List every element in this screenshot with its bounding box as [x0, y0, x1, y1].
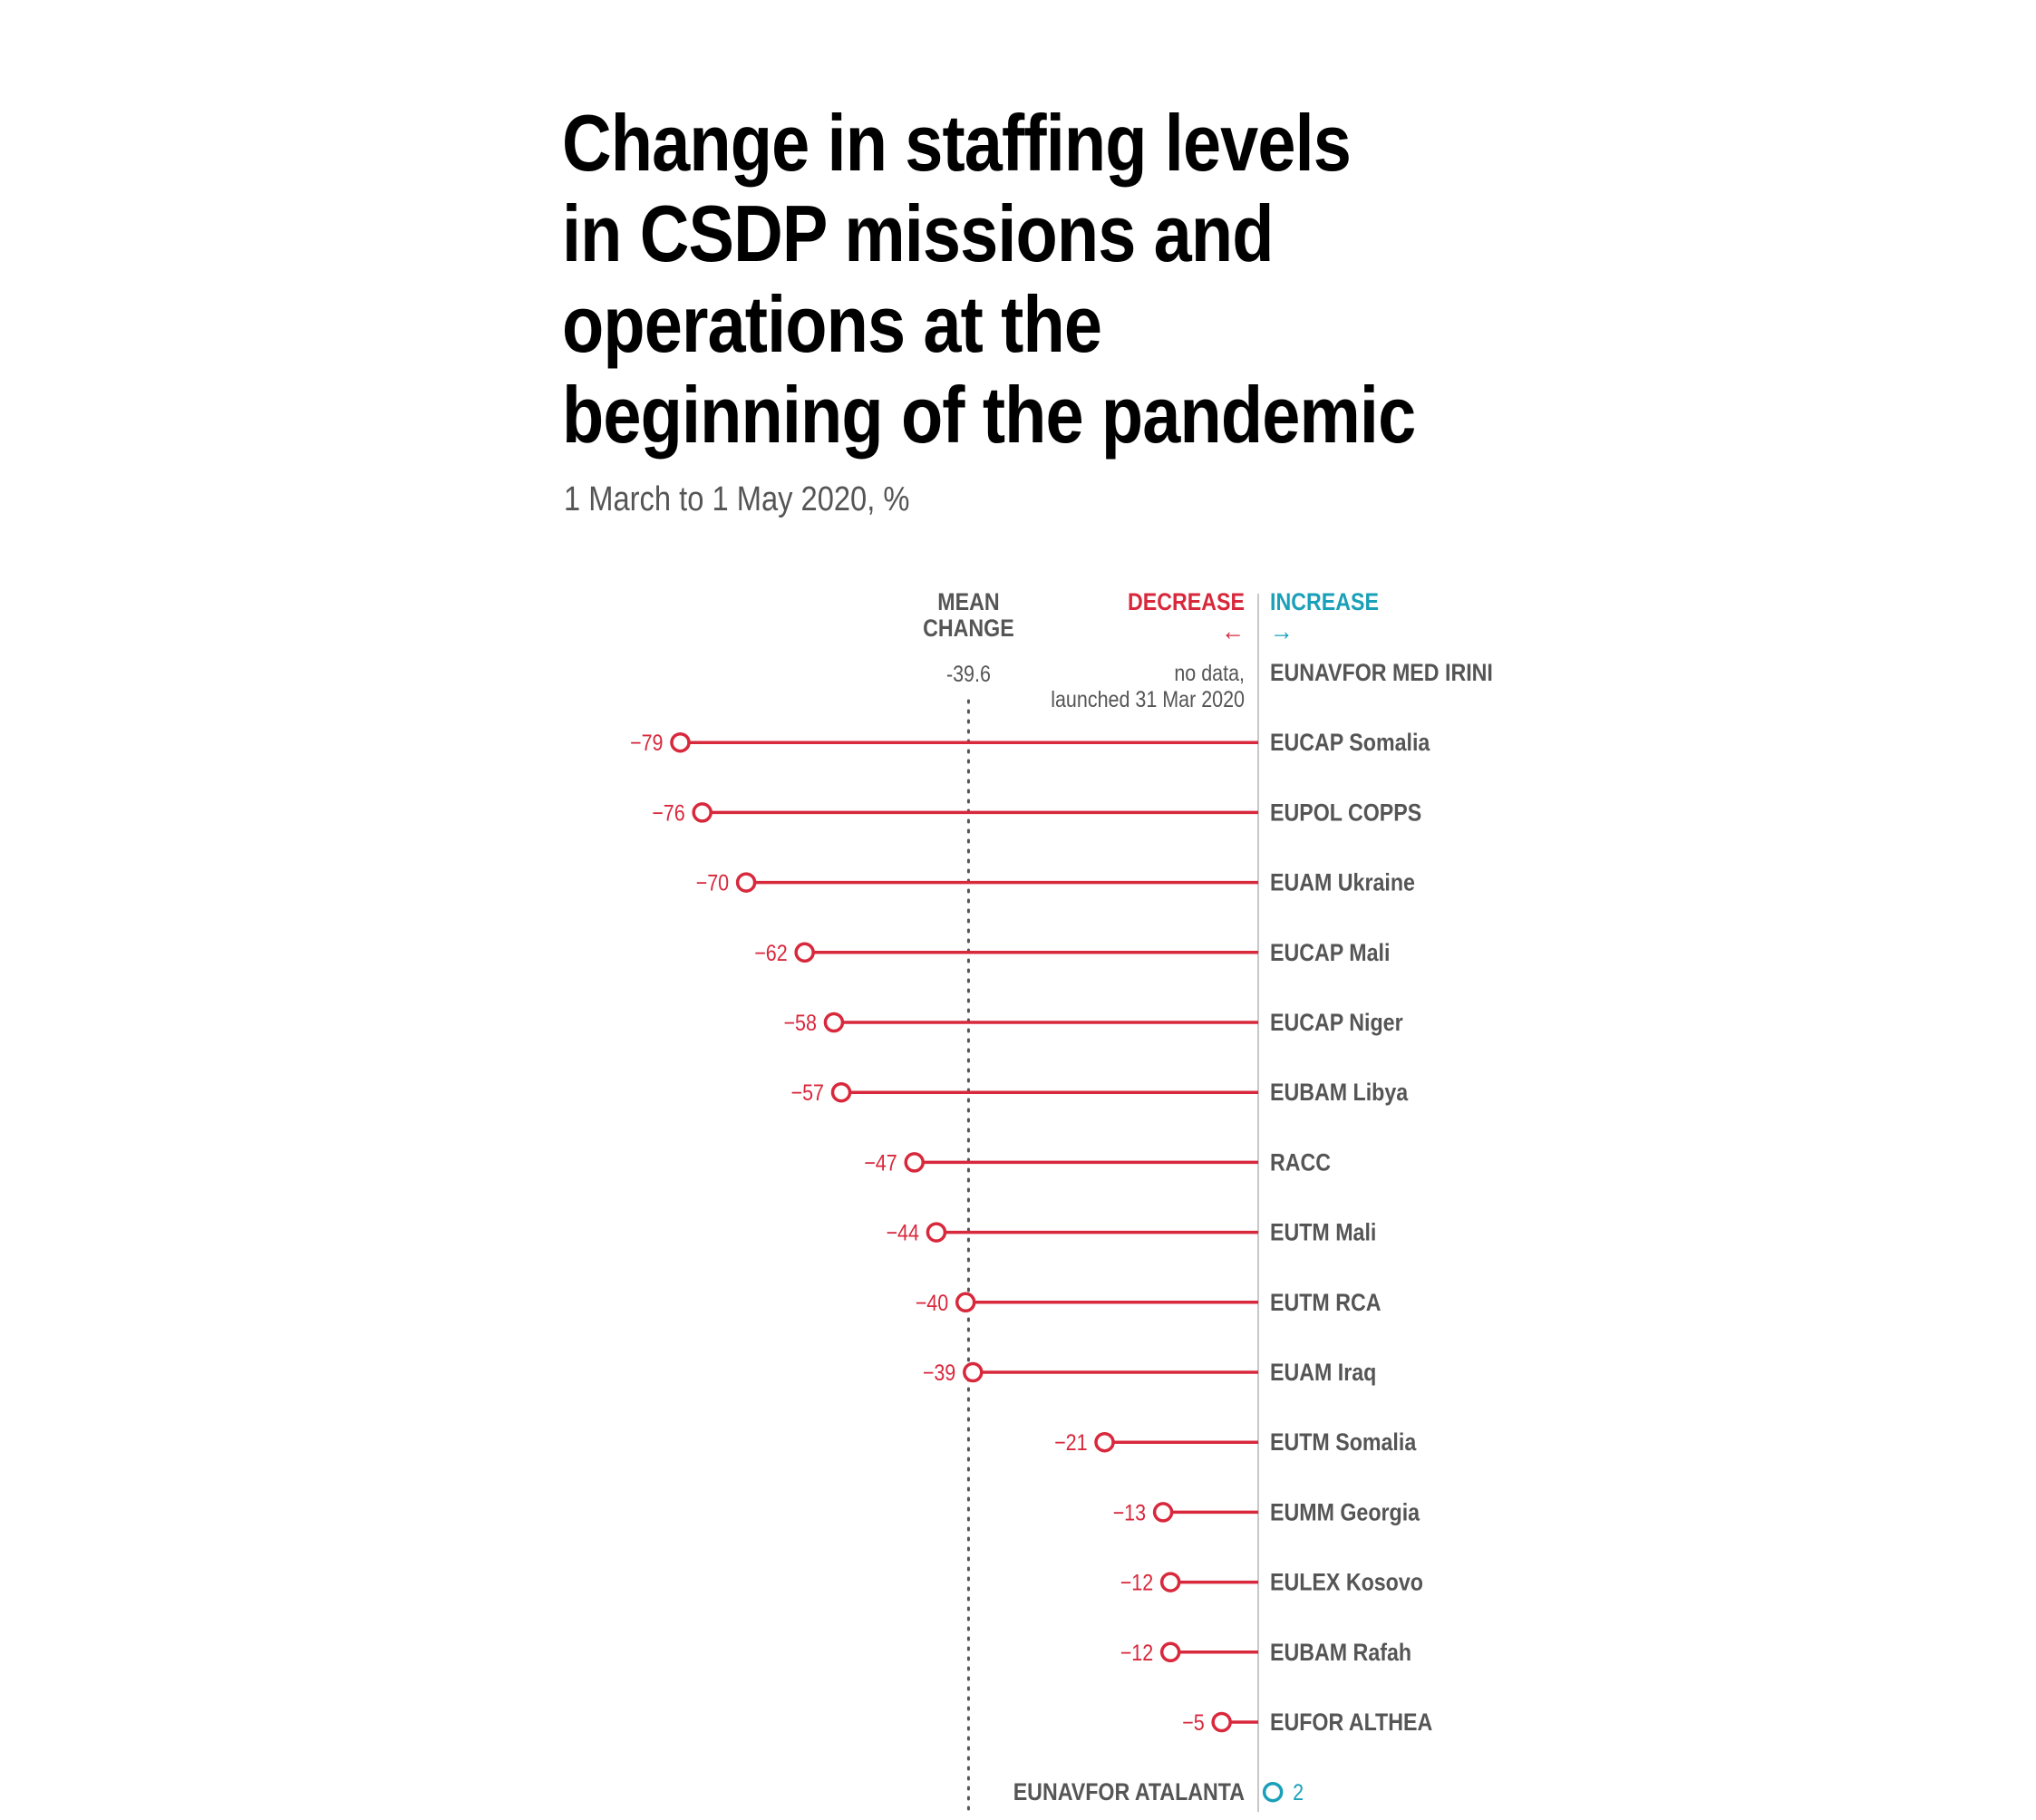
- mission-row: −62 EUCAP Mali: [754, 939, 1390, 966]
- mission-row: −58 EUCAP Niger: [783, 1009, 1402, 1036]
- mission-row: −13 EUMM Georgia: [1113, 1499, 1420, 1526]
- mission-row: no data,launched 31 Mar 2020 EUNAVFOR MED…: [1051, 659, 1493, 712]
- value-dot: [830, 1081, 852, 1103]
- mission-row: −70 EUAM Ukraine: [696, 869, 1415, 896]
- mission-name-label: EUCAP Niger: [1270, 1009, 1403, 1036]
- value-label: −12: [1120, 1570, 1153, 1595]
- value-label: −40: [916, 1290, 948, 1315]
- value-label: −57: [791, 1080, 824, 1106]
- value-dot: [1094, 1431, 1115, 1453]
- value-dot: [1262, 1781, 1284, 1803]
- mission-row: −12 EULEX Kosovo: [1120, 1569, 1423, 1596]
- value-dot: [823, 1012, 845, 1033]
- value-label: −47: [864, 1150, 897, 1176]
- value-label: −70: [696, 870, 729, 895]
- mission-name-label: EUAM Iraq: [1270, 1359, 1376, 1386]
- mean-change-header-line2: CHANGE: [923, 615, 1014, 642]
- mission-row: −39 EUAM Iraq: [923, 1359, 1377, 1386]
- value-dot: [926, 1222, 947, 1243]
- mission-name-label: EUNAVFOR ATALANTA: [1013, 1779, 1245, 1806]
- no-data-note-line1: no data,: [1174, 660, 1245, 685]
- no-data-note-line2: launched 31 Mar 2020: [1051, 686, 1245, 712]
- value-label: −12: [1120, 1640, 1153, 1665]
- value-label: −58: [783, 1010, 816, 1035]
- mission-row: −21 EUTM Somalia: [1054, 1429, 1417, 1457]
- mission-name-label: EUTM Mali: [1270, 1219, 1376, 1246]
- value-label: −39: [923, 1360, 955, 1385]
- value-label: −79: [630, 731, 663, 756]
- mean-change-header-line1: MEAN: [937, 588, 999, 615]
- value-label: −44: [886, 1220, 918, 1245]
- mission-row: −47 RACC: [864, 1149, 1331, 1176]
- increase-header: INCREASE: [1270, 588, 1379, 615]
- value-dot: [904, 1152, 925, 1173]
- mission-row: −79 EUCAP Somalia: [630, 730, 1430, 757]
- mission-name-label: EUNAVFOR MED IRINI: [1270, 659, 1493, 686]
- value-dot: [670, 731, 691, 753]
- value-label: −76: [652, 800, 684, 826]
- mission-name-label: EUPOL COPPS: [1270, 799, 1421, 827]
- mission-name-label: EUTM Somalia: [1270, 1429, 1417, 1457]
- mission-row: −12 EUBAM Rafah: [1120, 1639, 1411, 1666]
- mission-row: −5 EUFOR ALTHEA: [1182, 1709, 1432, 1736]
- value-dot: [963, 1361, 984, 1383]
- value-dot: [1159, 1641, 1181, 1663]
- chart-subtitle: 1 March to 1 May 2020, %: [564, 480, 910, 518]
- value-dot: [735, 872, 757, 893]
- mission-name-label: EUCAP Somalia: [1270, 730, 1430, 757]
- increase-arrow-icon: →: [1270, 615, 1294, 645]
- value-label: −13: [1113, 1500, 1146, 1525]
- value-dot: [955, 1292, 976, 1313]
- chart-title: Change in staffing levels in CSDP missio…: [562, 98, 1416, 460]
- value-dot: [692, 802, 713, 823]
- mission-row: −40 EUTM RCA: [916, 1289, 1382, 1316]
- mission-name-label: EUBAM Rafah: [1270, 1639, 1411, 1666]
- mission-name-label: EUMM Georgia: [1270, 1499, 1420, 1526]
- chart-headers: MEAN CHANGE DECREASE INCREASE ← → -39.6: [923, 588, 1379, 686]
- value-dot: [1159, 1572, 1181, 1592]
- value-dot: [794, 942, 815, 963]
- mission-rows: no data,launched 31 Mar 2020 EUNAVFOR MED…: [630, 659, 1493, 1805]
- value-dot: [1211, 1711, 1232, 1733]
- value-label: −21: [1054, 1430, 1087, 1456]
- mission-name-label: EULEX Kosovo: [1270, 1569, 1423, 1596]
- mission-name-label: EUCAP Mali: [1270, 939, 1390, 966]
- mission-row: −44 EUTM Mali: [886, 1219, 1376, 1246]
- value-label: −62: [754, 940, 787, 965]
- mission-name-label: EUTM RCA: [1270, 1289, 1381, 1316]
- decrease-header: DECREASE: [1128, 588, 1245, 615]
- value-label: 2: [1293, 1780, 1304, 1805]
- decrease-arrow-icon: ←: [1221, 615, 1245, 645]
- value-label: −5: [1182, 1709, 1204, 1735]
- value-dot: [1152, 1502, 1174, 1523]
- mean-value-label: -39.6: [946, 661, 991, 686]
- mission-name-label: EUAM Ukraine: [1270, 869, 1415, 896]
- mission-name-label: EUBAM Libya: [1270, 1079, 1409, 1107]
- mission-row: −57 EUBAM Libya: [791, 1079, 1410, 1107]
- mission-name-label: EUFOR ALTHEA: [1270, 1709, 1432, 1736]
- mission-row: −76 EUPOL COPPS: [652, 799, 1421, 827]
- mission-row: 2 EUNAVFOR ATALANTA: [1013, 1779, 1304, 1806]
- mission-name-label: RACC: [1270, 1149, 1331, 1176]
